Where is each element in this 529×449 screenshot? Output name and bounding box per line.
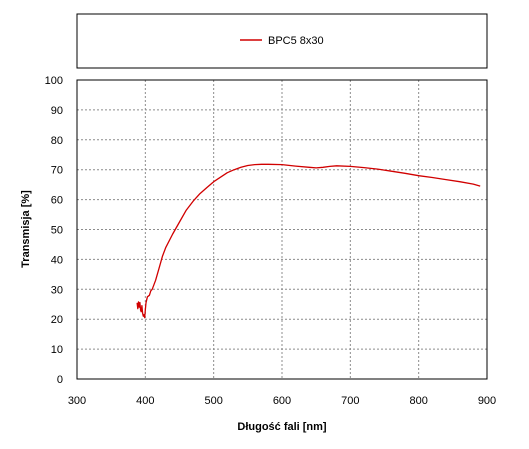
x-tick-label: 900 xyxy=(478,395,496,407)
plot-area xyxy=(76,79,488,380)
x-tick-label: 300 xyxy=(68,395,86,407)
y-tick-label: 60 xyxy=(51,195,63,207)
x-tick-label: 800 xyxy=(409,395,427,407)
y-axis-tick-labels: 0 10 20 30 40 50 60 70 80 90 100 xyxy=(45,75,63,386)
legend-box: BPC5 8x30 xyxy=(76,13,488,69)
y-tick-label: 0 xyxy=(57,374,63,386)
y-tick-label: 10 xyxy=(51,344,63,356)
y-tick-label: 40 xyxy=(51,254,63,266)
x-tick-label: 600 xyxy=(273,395,291,407)
y-tick-label: 80 xyxy=(51,135,63,147)
y-tick-label: 90 xyxy=(51,105,63,117)
grid-lines xyxy=(76,79,488,380)
x-tick-label: 400 xyxy=(136,395,154,407)
series-line xyxy=(136,163,481,319)
y-tick-label: 50 xyxy=(51,225,63,237)
series-layer xyxy=(136,163,481,319)
y-tick-label: 20 xyxy=(51,314,63,326)
x-axis-title: Długość fali [nm] xyxy=(237,421,327,433)
y-axis-title: Transmisja [%] xyxy=(20,190,32,268)
x-axis-tick-labels: 300 400 500 600 700 800 900 xyxy=(68,395,496,407)
y-tick-label: 70 xyxy=(51,165,63,177)
x-tick-label: 500 xyxy=(204,395,222,407)
y-tick-label: 100 xyxy=(45,75,63,87)
legend-label: BPC5 8x30 xyxy=(268,35,324,47)
y-tick-label: 30 xyxy=(51,284,63,296)
x-tick-label: 700 xyxy=(341,395,359,407)
